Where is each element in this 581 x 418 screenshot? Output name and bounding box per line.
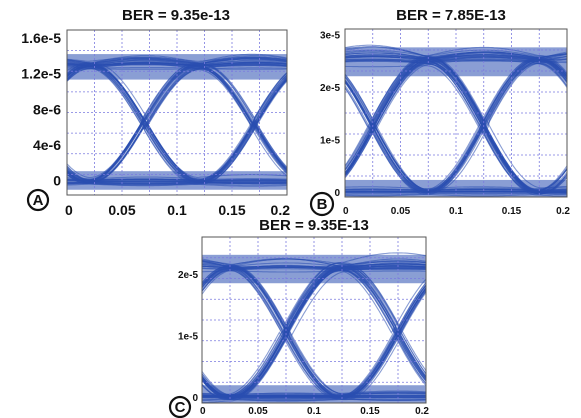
panel-badge: B <box>309 191 335 217</box>
badge-circle <box>26 188 50 212</box>
panel-label: B <box>317 196 328 213</box>
x-tick-label: 0.1 <box>167 202 187 218</box>
plot-frame <box>344 28 568 198</box>
plot-frame <box>201 236 427 404</box>
y-tick-label: 0 <box>192 393 198 404</box>
panel-badge: A <box>26 188 50 212</box>
chart-title: BER = 9.35E-13 <box>259 217 369 234</box>
eye-panel-a: BER = 9.35e-13 0 4e-6 8e-6 1.2e-5 1.6e-5 0 0.05… <box>21 7 290 218</box>
y-tick-label: 1.2e-5 <box>21 66 61 82</box>
badge-circle <box>309 191 335 217</box>
eye-panel-b: BER = 7.85E-13 0 1e-5 2e-5 3e-5 0 0.05 0.1 0.15 0… <box>309 7 570 217</box>
y-tick-label: 1e-5 <box>320 135 340 146</box>
y-tick-label: 8e-6 <box>33 101 61 117</box>
y-tick-label: 0 <box>53 173 61 189</box>
x-tick-label: 0.15 <box>502 206 522 217</box>
y-tick-label: 1.6e-5 <box>21 30 61 46</box>
panel-badge: C <box>168 395 192 418</box>
y-tick-label: 2e-5 <box>178 270 198 281</box>
x-tick-label: 0.05 <box>391 206 411 217</box>
grid <box>345 29 567 197</box>
y-tick-label: 1e-5 <box>178 331 198 342</box>
x-tick-label: 0.15 <box>218 202 245 218</box>
y-tick-label: 2e-5 <box>320 83 340 94</box>
low-rail-band <box>345 179 567 197</box>
x-tick-label: 0 <box>200 406 206 417</box>
x-tick-label: 0 <box>343 206 349 217</box>
panel-label: A <box>33 192 44 209</box>
x-tick-label: 0.2 <box>415 406 429 417</box>
x-tick-label: 0.1 <box>449 206 463 217</box>
plot-frame <box>66 29 288 196</box>
chart-title: BER = 9.35e-13 <box>122 7 230 24</box>
grid <box>202 237 426 403</box>
chart-title: BER = 7.85E-13 <box>396 7 506 24</box>
x-tick-label: 0 <box>65 202 73 218</box>
x-tick-label: 0.15 <box>360 406 380 417</box>
x-tick-label: 0.1 <box>307 406 321 417</box>
x-tick-label: 0.05 <box>248 406 268 417</box>
y-tick-label: 0 <box>334 188 340 199</box>
panel-label: C <box>175 399 186 416</box>
x-tick-label: 0.05 <box>108 202 135 218</box>
eye-panel-c: BER = 9.35E-13 0 1e-5 2e-5 0 0.05 0.1 0.15 0.2 C <box>168 217 429 418</box>
x-tick-label: 0.2 <box>556 206 570 217</box>
y-tick-label: 3e-5 <box>320 30 340 41</box>
grid <box>67 30 287 195</box>
badge-circle <box>168 395 192 418</box>
y-tick-label: 4e-6 <box>33 137 61 153</box>
x-tick-label: 0.2 <box>271 202 291 218</box>
